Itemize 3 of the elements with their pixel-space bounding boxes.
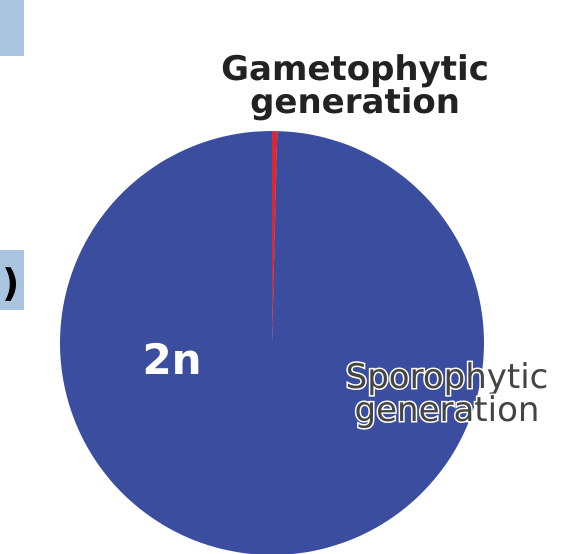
slice-label: Gametophytic generation — [221, 49, 489, 122]
text: ) — [2, 261, 20, 305]
text: 2n — [142, 335, 202, 384]
